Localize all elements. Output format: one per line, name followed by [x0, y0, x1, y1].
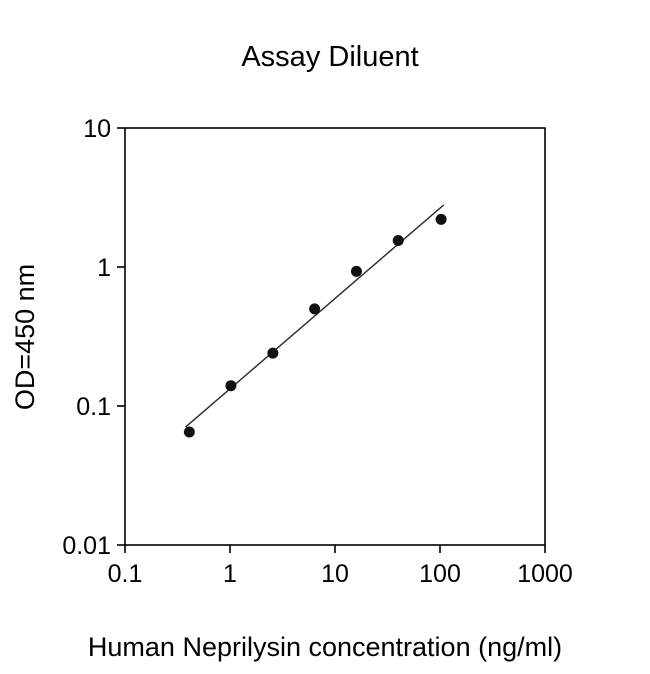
data-point [435, 213, 447, 225]
y-tick-label: 0.1 [76, 393, 111, 421]
y-tick-label: 0.01 [62, 532, 111, 560]
regression-line [185, 204, 445, 428]
y-axis-label: OD=450 nm [10, 264, 40, 410]
y-tick-label: 10 [83, 115, 111, 143]
x-tick-label: 0.1 [108, 560, 143, 588]
x-tick-label: 1 [223, 560, 237, 588]
fit-line [185, 204, 445, 428]
y-axis-ticks: 0.01 0.1 1 10 [62, 115, 125, 560]
data-point [350, 265, 362, 277]
plot-frame [124, 127, 546, 546]
x-axis-label: Human Neprilysin concentration (ng/ml) [88, 632, 562, 662]
data-point [225, 380, 237, 392]
x-tick-label: 100 [419, 560, 461, 588]
chart-title: Assay Diluent [241, 41, 418, 73]
y-tick-label: 1 [97, 254, 111, 282]
data-point [183, 426, 195, 438]
x-tick-label: 10 [321, 560, 349, 588]
data-points [183, 213, 447, 438]
x-tick-label: 1000 [517, 560, 573, 588]
data-point [392, 235, 404, 247]
x-axis-ticks: 0.1 1 10 100 1000 [108, 545, 573, 588]
data-point [267, 347, 279, 359]
data-point [309, 303, 321, 315]
